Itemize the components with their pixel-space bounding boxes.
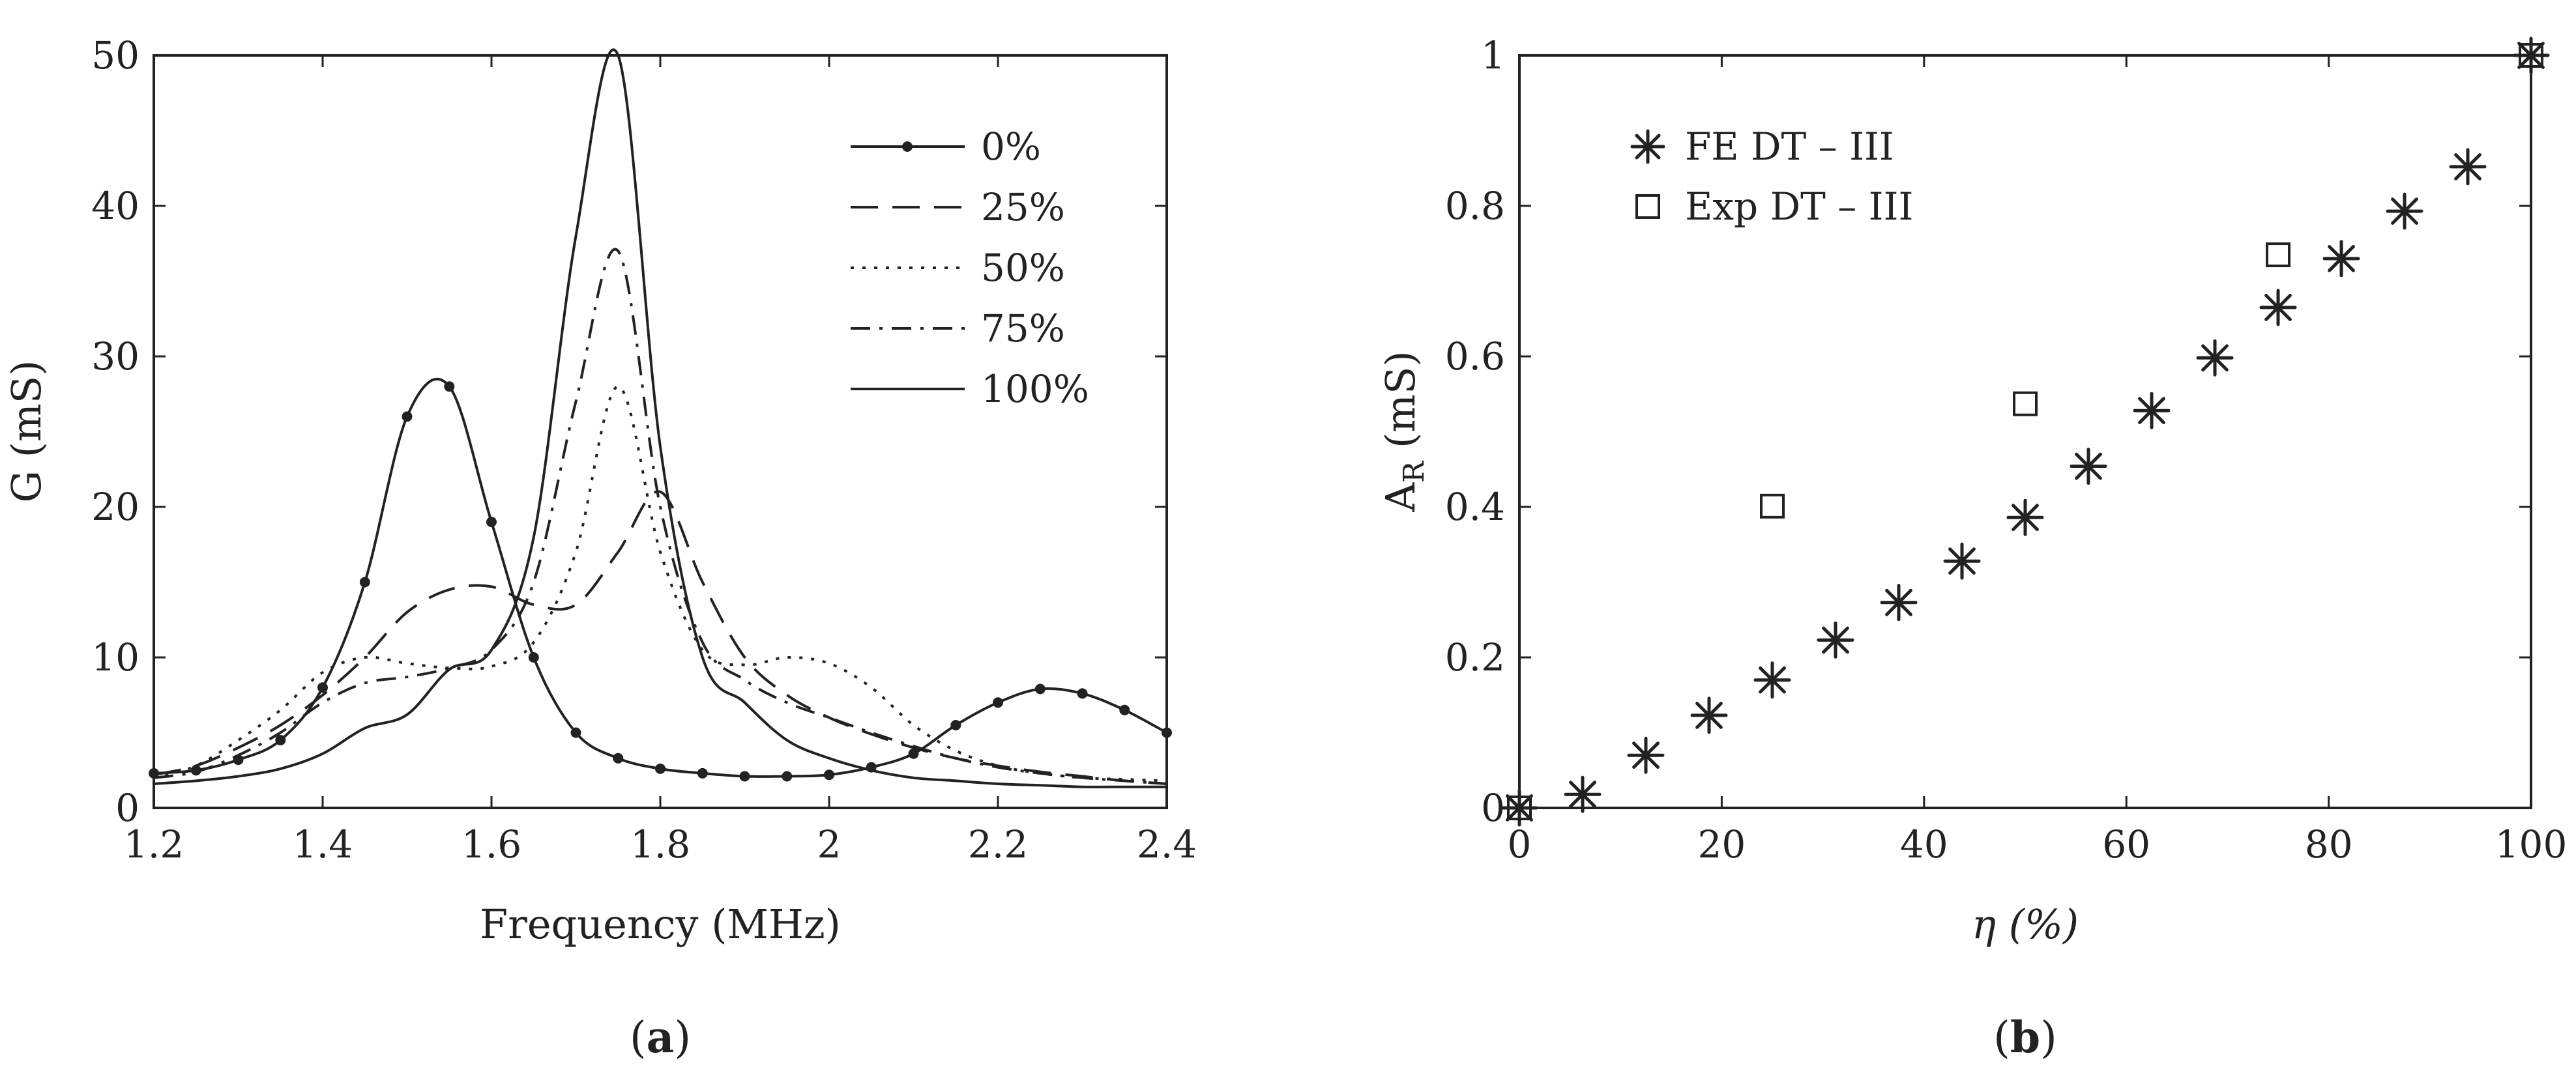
- fe-data-point: [2006, 498, 2044, 536]
- series-point-0pct: [190, 765, 201, 776]
- series-point-0pct: [950, 720, 961, 730]
- series-point-0pct: [993, 697, 1003, 708]
- series-line-75pct: [153, 248, 1167, 785]
- series-point-0pct: [486, 517, 497, 528]
- legend-label: 50%: [981, 246, 1065, 290]
- legend-label: Exp DT – III: [1685, 184, 1913, 229]
- exp-data-point: [2266, 242, 2291, 268]
- panel-b-chart: 0 20 40 60 80 100 0 0.2 0.4 0.6 0.8 1 FE DT – III Ex…: [1377, 33, 2567, 1063]
- fe-data-point: [1880, 584, 1918, 622]
- exp-data-point: [2013, 391, 2038, 416]
- y-tick-label: 0.8: [1445, 184, 1505, 228]
- panel-b-caption: (b): [1993, 1012, 2057, 1063]
- x-tick-label: 20: [1697, 822, 1746, 867]
- legend-marker: [1635, 194, 1660, 219]
- legend-label: 0%: [981, 124, 1041, 169]
- y-tick-label: 0: [115, 786, 139, 830]
- y-tick-label: 0.6: [1445, 334, 1505, 379]
- fe-data-point: [1753, 661, 1791, 699]
- fe-data-point: [1690, 696, 1728, 734]
- y-tick-label: 40: [91, 184, 139, 228]
- legend-label: 75%: [981, 306, 1065, 351]
- series-line-100pct: [153, 48, 1167, 788]
- series-line-25pct: [153, 490, 1167, 785]
- panel-a-curves: [149, 48, 1172, 788]
- y-tick-label: 50: [91, 33, 139, 78]
- series-point-0pct: [275, 735, 286, 745]
- series-point-0pct: [1077, 688, 1088, 699]
- series-point-0pct: [528, 652, 539, 663]
- x-tick-label: 0: [1508, 822, 1532, 867]
- panel-a-ticks: 1.2 1.4 1.6 1.8 2 2.2 2.4 0 10 20 30 40 50: [91, 33, 1197, 867]
- panel-a-chart: 1.2 1.4 1.6 1.8 2 2.2 2.4 0 10 20 30 40 50 0% 25% 50% 7…: [3, 33, 1197, 1063]
- fe-data-point: [2196, 339, 2234, 377]
- fe-data-point: [1817, 621, 1854, 659]
- series-point-0pct: [782, 771, 793, 782]
- exp-data-point: [1760, 493, 1785, 519]
- series-point-0pct: [908, 748, 919, 759]
- series-point-0pct: [824, 769, 834, 781]
- x-tick-label: 1.2: [124, 822, 184, 867]
- y-tick-label: 10: [91, 635, 139, 680]
- legend-marker: [1630, 129, 1665, 164]
- panel-b-y-axis-label: AR (mS): [1377, 351, 1431, 512]
- x-tick-label: 1.4: [293, 822, 353, 867]
- series-point-0pct: [1119, 704, 1130, 715]
- x-tick-label: 80: [2305, 822, 2353, 867]
- panel-a-x-axis-label: Frequency (MHz): [480, 900, 841, 948]
- series-point-0pct: [739, 771, 750, 782]
- x-tick-label: 2.2: [968, 822, 1028, 867]
- y-tick-label: 30: [91, 334, 139, 379]
- fe-data-point: [1627, 736, 1665, 774]
- y-tick-label: 1: [1481, 33, 1505, 78]
- x-tick-label: 1.8: [630, 822, 690, 867]
- legend-label: 100%: [981, 367, 1089, 411]
- series-point-0pct: [317, 682, 328, 693]
- x-tick-label: 100: [2495, 822, 2568, 867]
- x-tick-label: 60: [2102, 822, 2150, 867]
- fe-data-point: [2133, 392, 2171, 429]
- series-point-0pct: [655, 763, 666, 774]
- y-tick-label: 0.4: [1445, 485, 1505, 529]
- fe-data-point: [1564, 775, 1602, 813]
- x-tick-label: 2: [817, 822, 842, 867]
- series-point-0pct: [359, 577, 370, 588]
- y-tick-label: 20: [91, 485, 139, 529]
- panel-b-legend: FE DT – III Exp DT – III: [1630, 124, 1913, 229]
- legend-label: FE DT – III: [1685, 124, 1894, 169]
- x-tick-label: 1.6: [461, 822, 521, 867]
- fe-data-point: [2259, 289, 2297, 326]
- legend-marker: [902, 141, 913, 152]
- series-point-0pct: [444, 381, 455, 392]
- panel-a-legend: 0% 25% 50% 75% 100%: [851, 124, 1089, 411]
- legend-label: 25%: [981, 185, 1065, 229]
- fe-data-point: [2449, 148, 2487, 186]
- panel-b-plot-frame: [1518, 54, 2532, 809]
- series-point-0pct: [613, 753, 624, 764]
- panel-a-caption: (a): [630, 1012, 691, 1063]
- x-tick-label: 40: [1900, 822, 1948, 867]
- series-point-0pct: [697, 768, 708, 779]
- panel-b-x-axis-label: η (%): [1972, 900, 2079, 948]
- series-point-0pct: [570, 727, 581, 738]
- fe-data-point: [2386, 192, 2423, 230]
- panel-b-ticks: 0 20 40 60 80 100 0 0.2 0.4 0.6 0.8 1: [1445, 33, 2568, 867]
- series-line-0pct: [153, 377, 1167, 778]
- fe-data-point: [2322, 240, 2360, 278]
- y-tick-label: 0.2: [1445, 635, 1505, 680]
- fe-data-point: [1943, 542, 1981, 580]
- series-point-0pct: [1034, 683, 1046, 695]
- series-point-0pct: [1162, 727, 1172, 738]
- fe-data-point: [2070, 448, 2107, 485]
- y-tick-label: 0: [1481, 786, 1505, 830]
- panel-a-y-axis-label: G (mS): [3, 360, 50, 503]
- series-point-0pct: [402, 411, 413, 422]
- series-line-50pct: [153, 385, 1167, 783]
- x-tick-label: 2.4: [1137, 822, 1197, 867]
